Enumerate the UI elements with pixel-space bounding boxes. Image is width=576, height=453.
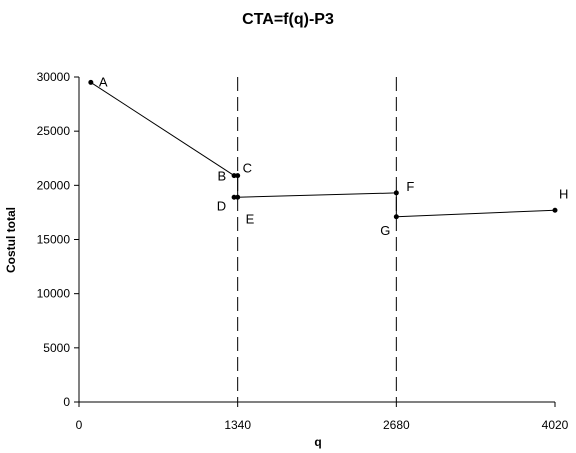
- point-H: [552, 207, 558, 213]
- y-tick-label: 20000: [37, 178, 71, 192]
- point-D: [231, 194, 237, 200]
- point-A: [88, 79, 94, 85]
- y-axis-label: Costul total: [4, 207, 18, 273]
- chart-title: CTA=f(q)-P3: [242, 11, 334, 28]
- y-tick-label: 10000: [37, 287, 71, 301]
- point-label-F: F: [406, 179, 414, 194]
- point-G: [393, 214, 399, 220]
- point-label-A: A: [99, 74, 108, 89]
- reference-lines: [237, 77, 397, 402]
- ticks: 0 5000 10000 15000 20000 25000 30000 0 1340 2680 4…: [37, 70, 569, 432]
- point-label-D: D: [217, 198, 226, 213]
- axes: [78, 77, 555, 403]
- point-E: [235, 194, 241, 200]
- point-B: [231, 173, 237, 179]
- point-C: [235, 173, 241, 179]
- point-F: [393, 190, 399, 196]
- segment-G-H: [396, 209, 556, 218]
- point-label-H: H: [559, 186, 568, 201]
- point-labels: A B C D E F G H: [99, 74, 569, 237]
- x-axis-label: q: [314, 435, 321, 449]
- segment-A-B: [90, 81, 235, 177]
- series-lines: [90, 81, 556, 218]
- x-tick-label: 0: [76, 418, 83, 432]
- point-label-G: G: [380, 223, 390, 238]
- x-tick-label: 4020: [542, 418, 569, 432]
- point-label-E: E: [246, 211, 255, 226]
- y-tick-label: 5000: [43, 341, 70, 355]
- point-label-C: C: [243, 161, 252, 176]
- y-tick-label: 30000: [37, 70, 71, 84]
- segment-E-F: [237, 192, 397, 198]
- y-tick-label: 15000: [37, 233, 71, 247]
- x-tick-label: 1340: [224, 418, 251, 432]
- y-tick-label: 25000: [37, 124, 71, 138]
- x-tick-label: 2680: [383, 418, 410, 432]
- y-tick-label: 0: [63, 395, 70, 409]
- data-points: [88, 79, 558, 220]
- point-label-B: B: [217, 169, 226, 184]
